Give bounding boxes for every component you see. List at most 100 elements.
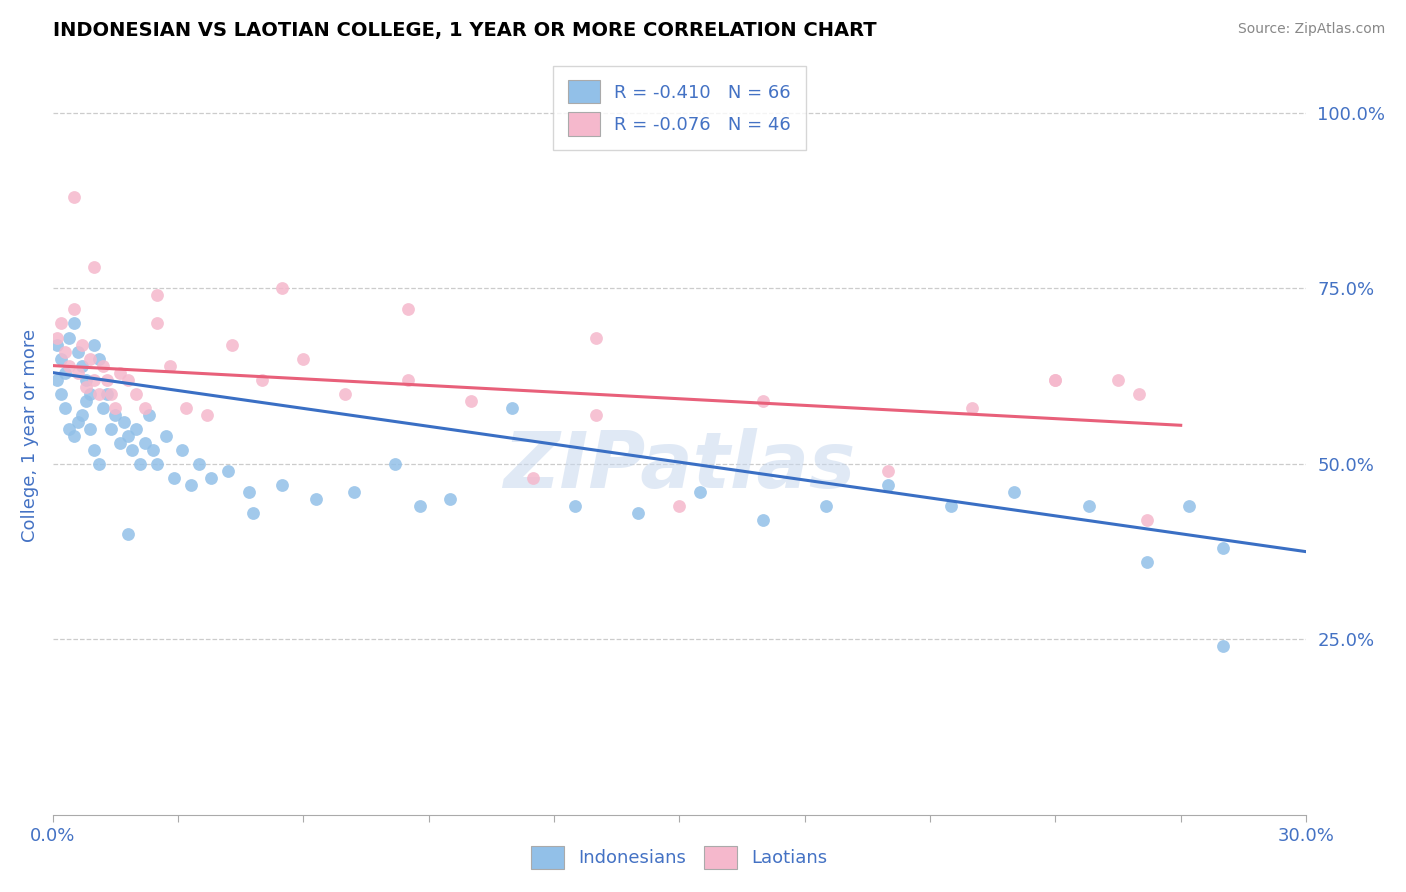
- Point: [79, 422, 101, 436]
- Point: [129, 457, 152, 471]
- Point: [62, 429, 84, 443]
- Point: [409, 499, 432, 513]
- Point: [626, 506, 648, 520]
- Point: [1211, 640, 1233, 654]
- Point: [146, 288, 169, 302]
- Point: [83, 260, 105, 275]
- Point: [292, 351, 315, 366]
- Point: [53, 401, 76, 415]
- Point: [62, 190, 84, 204]
- Point: [45, 330, 67, 344]
- Point: [221, 337, 243, 351]
- Point: [96, 373, 118, 387]
- Point: [250, 373, 273, 387]
- Text: INDONESIAN VS LAOTIAN COLLEGE, 1 YEAR OR MORE CORRELATION CHART: INDONESIAN VS LAOTIAN COLLEGE, 1 YEAR OR…: [52, 21, 876, 40]
- Point: [125, 422, 148, 436]
- Point: [62, 317, 84, 331]
- Point: [564, 499, 586, 513]
- Point: [1136, 555, 1159, 569]
- Point: [200, 471, 222, 485]
- Point: [66, 415, 89, 429]
- Point: [814, 499, 837, 513]
- Point: [45, 337, 67, 351]
- Point: [271, 478, 294, 492]
- Point: [396, 302, 419, 317]
- Point: [960, 401, 983, 415]
- Point: [49, 317, 72, 331]
- Point: [87, 457, 110, 471]
- Point: [49, 386, 72, 401]
- Point: [117, 527, 139, 541]
- Point: [439, 491, 461, 506]
- Point: [172, 442, 194, 457]
- Point: [75, 373, 97, 387]
- Point: [96, 386, 118, 401]
- Point: [242, 506, 264, 520]
- Point: [939, 499, 962, 513]
- Point: [1178, 499, 1201, 513]
- Point: [689, 485, 711, 500]
- Point: [66, 366, 89, 380]
- Legend: Indonesians, Laotians: Indonesians, Laotians: [523, 837, 837, 878]
- Point: [585, 330, 607, 344]
- Point: [75, 393, 97, 408]
- Point: [104, 401, 127, 415]
- Point: [100, 422, 122, 436]
- Point: [62, 302, 84, 317]
- Point: [238, 485, 260, 500]
- Point: [79, 351, 101, 366]
- Text: ZIPatlas: ZIPatlas: [503, 428, 855, 504]
- Point: [58, 359, 80, 373]
- Point: [100, 386, 122, 401]
- Point: [1136, 513, 1159, 527]
- Point: [305, 491, 328, 506]
- Point: [45, 373, 67, 387]
- Point: [460, 393, 482, 408]
- Point: [134, 401, 156, 415]
- Point: [1211, 541, 1233, 556]
- Point: [668, 499, 690, 513]
- Point: [501, 401, 523, 415]
- Point: [121, 442, 143, 457]
- Point: [877, 464, 900, 478]
- Point: [142, 442, 165, 457]
- Point: [752, 513, 775, 527]
- Point: [1002, 485, 1025, 500]
- Point: [1128, 386, 1150, 401]
- Point: [104, 408, 127, 422]
- Point: [187, 457, 209, 471]
- Point: [180, 478, 202, 492]
- Point: [585, 408, 607, 422]
- Point: [70, 337, 93, 351]
- Point: [70, 408, 93, 422]
- Point: [522, 471, 544, 485]
- Point: [125, 386, 148, 401]
- Point: [134, 435, 156, 450]
- Point: [108, 366, 131, 380]
- Point: [396, 373, 419, 387]
- Point: [83, 373, 105, 387]
- Point: [176, 401, 198, 415]
- Point: [49, 351, 72, 366]
- Point: [163, 471, 186, 485]
- Point: [752, 393, 775, 408]
- Point: [138, 408, 160, 422]
- Text: Source: ZipAtlas.com: Source: ZipAtlas.com: [1237, 22, 1385, 37]
- Point: [83, 442, 105, 457]
- Point: [159, 359, 181, 373]
- Point: [146, 317, 169, 331]
- Point: [87, 386, 110, 401]
- Point: [117, 429, 139, 443]
- Point: [877, 478, 900, 492]
- Point: [342, 485, 364, 500]
- Point: [1045, 373, 1067, 387]
- Point: [75, 379, 97, 393]
- Point: [87, 351, 110, 366]
- Point: [1107, 373, 1129, 387]
- Point: [66, 344, 89, 359]
- Point: [112, 415, 135, 429]
- Point: [1045, 373, 1067, 387]
- Point: [384, 457, 406, 471]
- Point: [58, 330, 80, 344]
- Point: [195, 408, 218, 422]
